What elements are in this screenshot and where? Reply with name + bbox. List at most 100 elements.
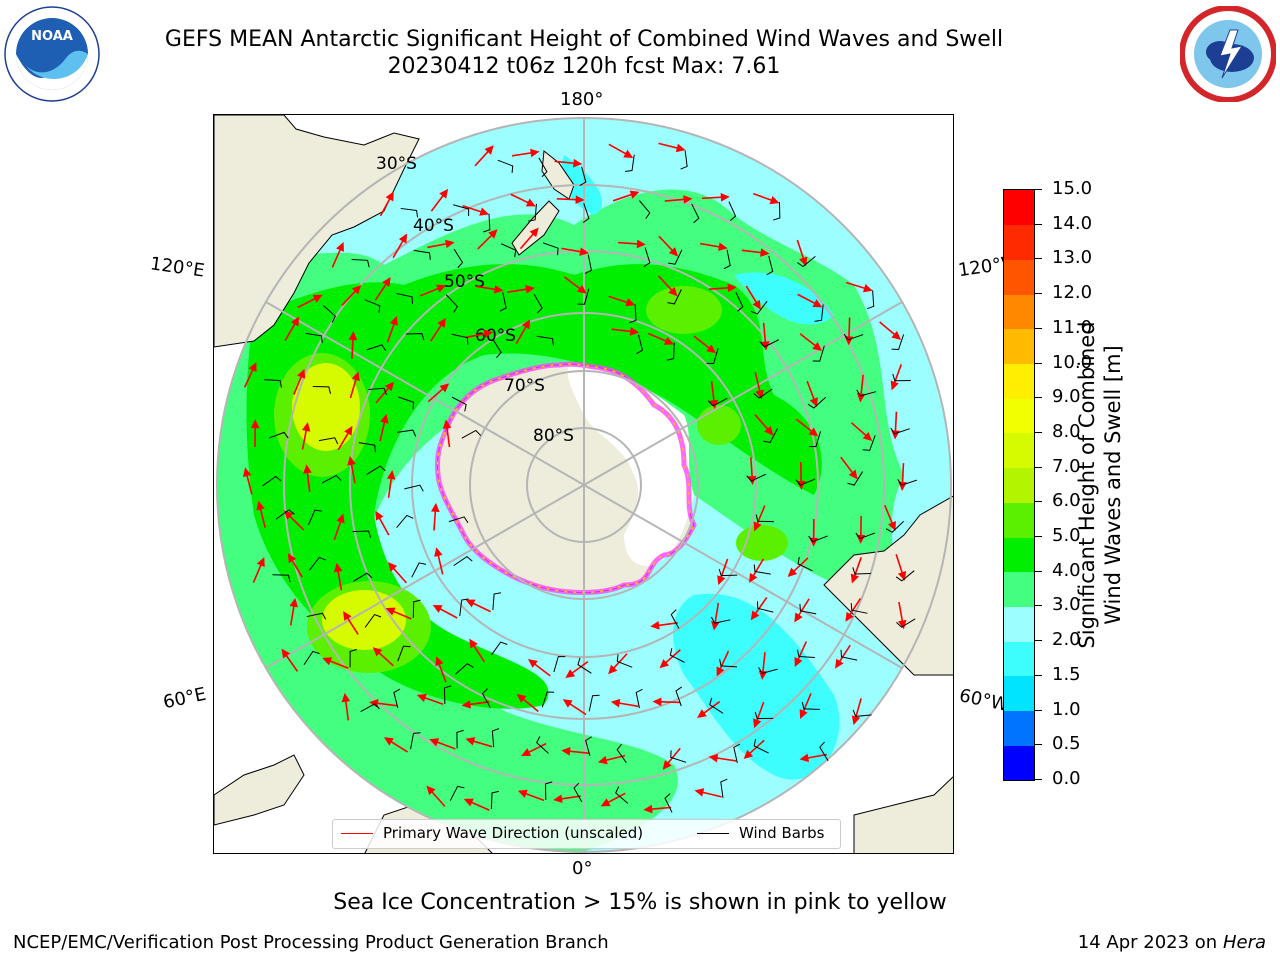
wave-arrow-head	[528, 658, 538, 668]
wind-barb	[728, 201, 737, 222]
wind-barb	[680, 150, 688, 170]
wave-arrow-head	[845, 611, 854, 622]
wave-arrow-head	[597, 755, 608, 765]
wind-barb	[262, 475, 282, 487]
wave-arrow-head	[755, 389, 764, 400]
wave-arrow-head	[303, 464, 312, 474]
lon-label-60e: 60°E	[161, 683, 208, 714]
wave-arrow-head	[517, 789, 528, 798]
wave-arrow-head	[835, 658, 844, 669]
wave-arrow-head	[521, 319, 531, 330]
wave-arrow-head	[290, 316, 300, 327]
wind-barb	[759, 339, 779, 348]
colorbar-tick-label: 10.0	[1052, 351, 1093, 373]
noaa-logo: NOAA	[4, 6, 100, 102]
wave-arrow-head	[383, 737, 394, 746]
sea-ice-note: Sea Ice Concentration > 15% is shown in …	[333, 890, 947, 915]
lat-label-50s: 50°S	[444, 272, 485, 292]
wave-arrow-head	[380, 413, 389, 424]
colorbar-tick-mark	[1034, 293, 1042, 295]
wind-barb	[364, 613, 382, 628]
colorbar-tick-label: 12.0	[1052, 282, 1093, 304]
wave-arrow-head	[891, 330, 902, 340]
wind-barb	[528, 203, 537, 222]
colorbar-tick-label: 9.0	[1052, 386, 1081, 408]
colorbar-tick-label: 13.0	[1052, 247, 1093, 269]
wave-arrow-head	[683, 195, 693, 204]
wind-barb	[625, 154, 635, 172]
wave-arrow-head	[375, 510, 384, 521]
wind-barbs	[262, 150, 917, 813]
wind-barb	[691, 203, 700, 224]
wind-barb	[812, 345, 825, 362]
wave-arrow-head	[431, 502, 440, 513]
wave-arrow-head	[434, 547, 443, 557]
wave-arrow-head	[787, 567, 798, 577]
wind-barb	[490, 641, 508, 656]
wave-arrow-head	[753, 521, 762, 532]
wave-arrow-head	[479, 207, 490, 216]
wind-barb	[538, 157, 548, 178]
wind-barb	[819, 741, 829, 762]
colorbar-tick-mark	[1034, 709, 1042, 711]
wave-arrow-head	[610, 698, 621, 708]
colorbar-title-line2: Wind Waves and Swell [m]	[1101, 345, 1125, 625]
colorbar-tick-label: 3.0	[1052, 594, 1081, 616]
wave-arrow-head	[463, 798, 474, 807]
wind-barb	[545, 781, 553, 800]
wave-arrow-head	[697, 709, 707, 718]
colorbar-band	[1004, 467, 1034, 503]
wind-barb	[400, 207, 419, 218]
wave-arrow-head	[256, 557, 265, 568]
wave-arrow-head	[439, 383, 450, 393]
wave-arrow-head	[799, 709, 808, 720]
wind-barb	[309, 556, 327, 571]
wind-barb	[885, 520, 905, 533]
wave-arrow-head	[643, 804, 653, 814]
colorbar-band	[1004, 745, 1034, 781]
wind-barb	[483, 213, 491, 233]
wave-arrow-head	[650, 621, 660, 630]
wave-arrow-head	[385, 191, 394, 202]
colorbar-tick-label: 4.0	[1052, 559, 1081, 581]
wind-barb	[497, 159, 514, 173]
wave-arrow-head	[398, 233, 408, 244]
wind-barb	[850, 603, 868, 614]
wind-barb	[411, 562, 427, 578]
colorbar-tick-label: 1.5	[1052, 663, 1081, 685]
wind-barb	[719, 658, 738, 668]
nws-logo	[1179, 5, 1277, 103]
wave-arrow-head	[461, 700, 471, 709]
wind-barb	[795, 478, 816, 486]
wave-arrow-head	[663, 336, 674, 345]
wave-arrow-head	[516, 693, 527, 703]
wave-arrow-head	[708, 753, 719, 763]
wind-barb	[664, 793, 673, 813]
lat-label-80s: 80°S	[533, 426, 574, 446]
wind-barb	[763, 428, 778, 444]
wind-barb	[397, 645, 411, 662]
wind-barb	[413, 249, 431, 260]
wind-barb	[349, 649, 357, 668]
wind-barb	[753, 564, 771, 575]
colorbar-tick-label: 2.0	[1052, 629, 1081, 651]
wave-arrow-head	[717, 575, 726, 586]
wave-arrow-head	[808, 427, 819, 437]
wind-barb	[396, 429, 417, 437]
wind-barb	[312, 386, 331, 394]
wave-arrow-head	[493, 285, 504, 294]
wave-arrow-head	[573, 158, 583, 168]
wave-arrow-head	[753, 718, 762, 729]
colorbar-band	[1004, 363, 1034, 399]
colorbar-tick-mark	[1034, 779, 1042, 780]
wind-barb	[364, 299, 381, 313]
lon-label-180: 180°	[560, 89, 604, 110]
wave-arrow-head	[764, 425, 774, 436]
wind-barb	[553, 656, 566, 673]
wind-barb	[840, 649, 858, 661]
wind-barb	[459, 598, 469, 616]
wave-arrow-head	[794, 657, 803, 667]
wind-barb	[670, 609, 680, 629]
wind-barb	[706, 347, 719, 364]
wind-barb	[856, 389, 876, 397]
